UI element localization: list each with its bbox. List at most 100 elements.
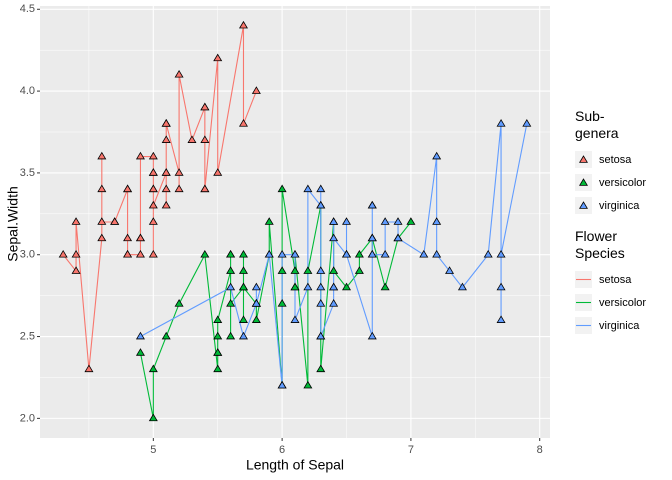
point xyxy=(342,217,352,225)
legend-label: virginica xyxy=(599,319,640,332)
point xyxy=(238,282,248,291)
point xyxy=(496,315,506,323)
x-tick-label: 7 xyxy=(408,444,414,456)
point xyxy=(161,119,171,127)
point xyxy=(213,168,223,176)
point xyxy=(226,266,236,274)
point xyxy=(432,249,442,258)
point xyxy=(367,249,377,258)
point xyxy=(251,315,261,323)
point xyxy=(522,119,532,127)
point xyxy=(290,249,300,258)
point xyxy=(200,102,210,111)
point xyxy=(303,380,313,389)
point xyxy=(483,249,493,258)
point xyxy=(251,86,261,94)
point xyxy=(97,184,107,193)
point xyxy=(238,315,248,323)
point xyxy=(58,249,68,258)
point xyxy=(148,249,158,258)
point xyxy=(238,266,248,274)
legend-item: setosa xyxy=(575,148,670,171)
point xyxy=(329,233,339,242)
point xyxy=(316,184,326,193)
y-tick-label: 2.5 xyxy=(20,330,35,342)
x-axis-title: Length of Sepal xyxy=(246,457,344,473)
point xyxy=(238,119,248,127)
point xyxy=(329,217,339,225)
point xyxy=(316,266,326,274)
point xyxy=(264,249,274,258)
point xyxy=(71,266,81,274)
y-tick-label: 3.5 xyxy=(20,167,35,179)
point xyxy=(457,282,467,291)
y-axis-title: Sepal.Width xyxy=(5,186,21,261)
point xyxy=(367,200,377,209)
legend-item: virginica xyxy=(575,194,670,217)
y-tick-label: 4.5 xyxy=(20,3,35,15)
point xyxy=(135,233,145,242)
point xyxy=(161,331,171,340)
point xyxy=(71,217,81,225)
legend-item: virginica xyxy=(575,314,670,337)
point xyxy=(290,315,300,323)
point xyxy=(419,249,429,258)
point xyxy=(277,380,287,389)
legend-symbol xyxy=(578,155,589,163)
x-tick-label: 8 xyxy=(537,444,543,456)
point xyxy=(213,315,223,323)
point xyxy=(135,249,145,258)
x-tick-label: 6 xyxy=(279,444,285,456)
legend-item: versicolor xyxy=(575,171,670,194)
point xyxy=(290,266,300,274)
point xyxy=(329,299,339,307)
point xyxy=(380,249,390,258)
legend-key xyxy=(575,294,592,311)
point xyxy=(200,184,210,193)
point xyxy=(174,168,184,176)
point xyxy=(200,249,210,258)
point xyxy=(354,266,364,274)
point xyxy=(84,364,94,373)
point xyxy=(329,282,339,291)
legend-key xyxy=(575,271,592,288)
y-tick-label: 3.0 xyxy=(20,249,35,261)
point xyxy=(316,200,326,209)
point xyxy=(174,69,184,78)
point xyxy=(97,151,107,160)
point xyxy=(226,299,236,307)
legend-title: Flower Species xyxy=(575,228,625,261)
legend-label: versicolor xyxy=(599,296,647,309)
y-tick-label: 2.0 xyxy=(20,412,35,424)
point xyxy=(135,348,145,356)
point xyxy=(277,299,287,307)
point xyxy=(380,282,390,291)
point xyxy=(161,184,171,193)
point xyxy=(432,151,442,160)
point xyxy=(135,151,145,160)
point xyxy=(123,184,133,193)
point xyxy=(148,168,158,176)
point xyxy=(277,266,287,274)
point xyxy=(213,348,223,356)
point xyxy=(226,249,236,258)
legend-label: setosa xyxy=(599,273,632,286)
point xyxy=(303,282,313,291)
point xyxy=(316,282,326,291)
point xyxy=(161,135,171,143)
point xyxy=(445,266,455,274)
point xyxy=(123,249,133,258)
x-tick-label: 5 xyxy=(150,444,156,456)
legend-key xyxy=(575,317,592,334)
point xyxy=(200,135,210,143)
point xyxy=(316,364,326,373)
point xyxy=(264,217,274,225)
point xyxy=(226,331,236,340)
point xyxy=(238,331,248,340)
point xyxy=(277,249,287,258)
legend-item: setosa xyxy=(575,268,670,291)
point xyxy=(123,233,133,242)
point xyxy=(213,53,223,62)
